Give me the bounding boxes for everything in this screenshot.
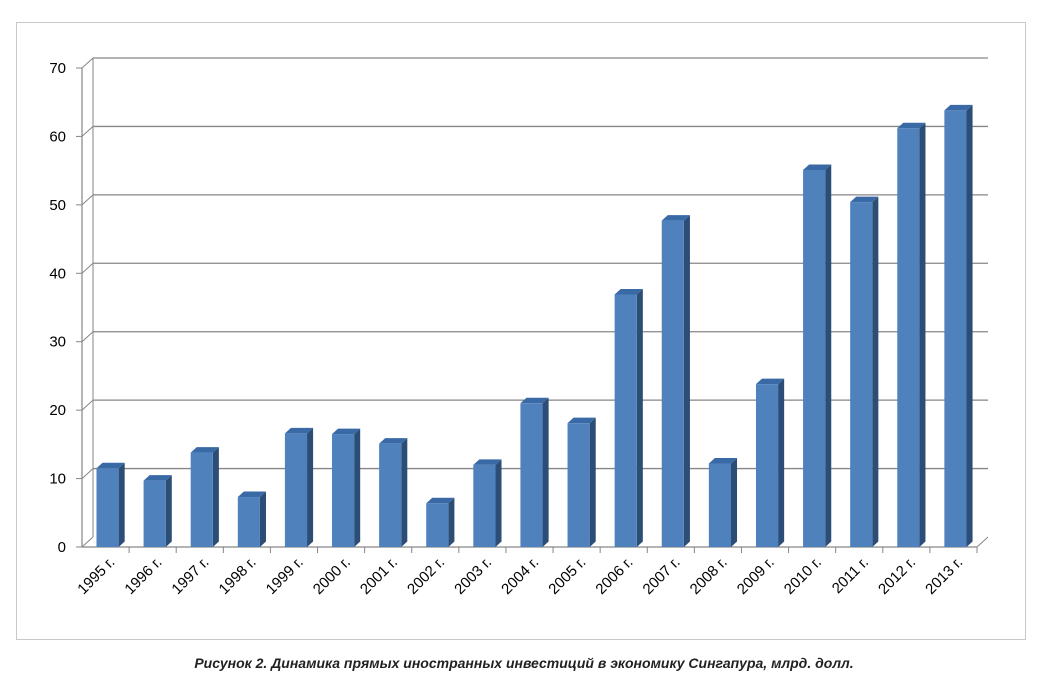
bar-side — [212, 447, 219, 547]
x-tick-labels: 1995 г. 1996 г. 1997 г. 1998 г. 1999 г. 2000 … — [74, 554, 966, 598]
y-tick-labels: 0 10 20 30 40 50 60 70 — [49, 60, 66, 556]
x-tick-label: 2011 г. — [829, 554, 872, 597]
bar-side — [354, 428, 361, 547]
x-tick-label: 1999 г. — [263, 554, 307, 598]
x-tick-label: 2012 г. — [875, 554, 919, 598]
x-tick-label: 2003 г. — [451, 554, 495, 598]
x-tick-label: 1996 г. — [121, 554, 165, 598]
x-tick-label: 2005 г. — [545, 554, 589, 598]
y-tick-label: 40 — [49, 265, 66, 282]
y-tick-label: 60 — [49, 128, 66, 145]
bar-top — [237, 491, 266, 498]
bar-top — [473, 459, 502, 465]
x-tick-label: 2010 г. — [781, 554, 825, 598]
gridline-connector — [81, 194, 94, 206]
bar-side — [589, 417, 596, 547]
bar — [332, 434, 355, 547]
bar-top — [520, 397, 549, 404]
x-tick-label: 2007 г. — [640, 554, 684, 598]
bars — [96, 104, 973, 548]
bar — [96, 468, 119, 547]
bar — [944, 110, 967, 547]
bar-top — [850, 196, 879, 203]
bar-top — [944, 104, 973, 111]
x-tick-label: 2013 г. — [922, 554, 966, 598]
bar-top — [379, 438, 408, 444]
bar-side — [259, 491, 266, 547]
bar — [190, 452, 213, 547]
bar — [897, 128, 920, 547]
y-tick-label: 20 — [49, 402, 66, 419]
gridline-connector — [81, 468, 94, 479]
bar-top — [96, 462, 125, 469]
x-tick-label: 2009 г. — [734, 554, 778, 598]
y-tick-label: 0 — [58, 539, 66, 556]
bar-side — [825, 164, 832, 548]
floor-edge — [976, 536, 989, 548]
bar — [284, 433, 308, 547]
bar-top — [567, 417, 596, 424]
bar — [379, 443, 402, 547]
bar-side — [495, 459, 502, 547]
bar-top — [897, 122, 926, 129]
bar — [473, 464, 496, 547]
bar-side — [401, 438, 408, 547]
bar-side — [730, 458, 738, 547]
y-tick-label: 10 — [49, 471, 66, 488]
gridline-connector — [81, 262, 94, 274]
gridline-connector — [81, 536, 94, 548]
bar-side — [966, 104, 973, 547]
bar-side — [683, 215, 690, 548]
bar-top — [614, 288, 643, 295]
bar — [143, 480, 166, 547]
x-tick-label: 2006 г. — [592, 554, 636, 598]
bar — [661, 220, 684, 548]
y-tick-label: 70 — [49, 60, 66, 77]
bar — [567, 423, 590, 547]
figure-caption: Рисунок 2. Динамика прямых иностранных и… — [194, 655, 854, 671]
bar-side — [448, 497, 455, 547]
gridline-connector — [81, 126, 94, 137]
bar-top — [284, 427, 314, 434]
bar-side — [118, 462, 125, 547]
x-tick-label: 1997 г. — [168, 554, 212, 598]
bar-top — [803, 164, 832, 170]
gridlines — [81, 57, 988, 548]
y-tick-label: 30 — [49, 334, 66, 351]
bar — [237, 497, 260, 547]
bar-side — [872, 196, 879, 547]
bar — [614, 294, 637, 547]
gridline-connector — [81, 399, 94, 411]
bar — [755, 384, 779, 547]
bar-side — [542, 397, 549, 547]
bar-side — [307, 427, 314, 547]
bar-top — [190, 447, 219, 453]
bar — [520, 403, 543, 547]
x-tick-label: 2000 г. — [310, 554, 354, 598]
bar-top — [661, 215, 690, 221]
bar — [426, 503, 449, 547]
bar-side — [636, 288, 643, 547]
gridline-connector — [81, 331, 94, 343]
bar-top — [143, 475, 172, 481]
bar-top — [755, 378, 785, 385]
bar-top — [332, 428, 361, 435]
y-tick-label: 50 — [49, 197, 66, 214]
bar-side — [778, 378, 785, 547]
gridline-connector — [81, 57, 94, 69]
x-tick-label: 1998 г. — [216, 554, 260, 598]
x-tick-label: 2008 г. — [687, 554, 731, 598]
bar-side — [919, 122, 926, 548]
x-tick-label: 1995 г. — [74, 554, 118, 598]
x-tick-label: 2001 г. — [357, 554, 401, 598]
bar — [803, 169, 826, 548]
bar-top — [426, 497, 455, 504]
x-tick-label: 2004 г. — [498, 554, 542, 598]
bar-side — [165, 475, 172, 547]
bar — [708, 463, 731, 547]
bar-top — [708, 458, 738, 464]
bar — [850, 202, 873, 547]
x-tick-label: 2002 г. — [404, 554, 448, 598]
